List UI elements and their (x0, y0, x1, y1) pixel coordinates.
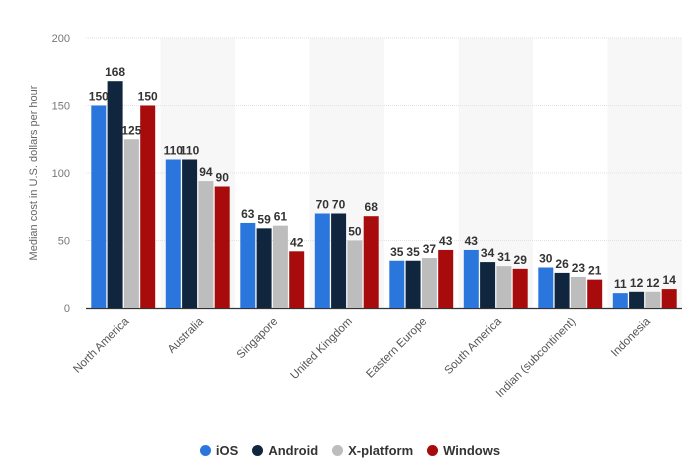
bar-x-platform-7[interactable] (645, 291, 661, 308)
data-label: 11 (614, 277, 627, 291)
bar-windows-0[interactable] (140, 105, 156, 309)
bar-android-0[interactable] (107, 81, 123, 308)
bar-x-platform-5[interactable] (496, 266, 512, 308)
bar-x-platform-2[interactable] (272, 225, 288, 308)
bar-windows-5[interactable] (512, 268, 528, 308)
data-label: 35 (406, 245, 420, 259)
x-tick-label: South America (442, 315, 504, 377)
data-label: 37 (423, 242, 437, 256)
data-label: 30 (539, 252, 553, 266)
data-label: 70 (332, 198, 346, 212)
data-label: 59 (257, 212, 271, 226)
bar-android-2[interactable] (256, 228, 272, 308)
legend-item-ios[interactable]: iOS (199, 443, 239, 458)
y-tick-label: 0 (64, 303, 70, 315)
y-tick-label: 200 (52, 33, 70, 45)
data-label: 42 (290, 235, 304, 249)
legend-dot-icon (332, 445, 344, 456)
x-tick-label: Singapore (235, 316, 281, 362)
bar-windows-7[interactable] (661, 289, 677, 308)
y-tick-label: 50 (58, 236, 70, 248)
x-tick-label: North America (71, 315, 131, 375)
data-label: 110 (164, 144, 184, 158)
bar-x-platform-6[interactable] (570, 276, 586, 308)
bar-android-5[interactable] (480, 262, 496, 308)
bar-ios-6[interactable] (538, 267, 554, 309)
bar-windows-2[interactable] (289, 251, 305, 308)
bar-android-7[interactable] (629, 291, 645, 308)
x-tick-label: Indonesia (609, 315, 653, 359)
bar-android-3[interactable] (331, 213, 347, 309)
bar-android-4[interactable] (405, 260, 421, 308)
data-label: 43 (465, 234, 479, 248)
legend-label: X-platform (348, 443, 414, 458)
data-label: 23 (572, 261, 586, 275)
legend-dot-icon (199, 445, 211, 456)
data-label: 26 (555, 257, 569, 271)
legend-item-x-platform[interactable]: X-platform (332, 443, 413, 458)
legend-item-android[interactable]: Android (252, 443, 318, 458)
data-label: 34 (481, 246, 495, 260)
bar-x-platform-3[interactable] (347, 240, 363, 309)
legend-label: iOS (215, 443, 239, 458)
bar-ios-7[interactable] (612, 293, 628, 308)
legend-label: Windows (443, 443, 501, 458)
bar-ios-4[interactable] (389, 260, 405, 308)
bar-x-platform-4[interactable] (421, 258, 437, 308)
bar-x-platform-0[interactable] (123, 139, 139, 308)
data-label: 35 (390, 245, 404, 259)
bar-android-1[interactable] (182, 159, 198, 309)
data-label: 63 (241, 207, 255, 221)
data-label: 14 (663, 273, 677, 287)
data-label: 168 (105, 65, 125, 79)
bar-android-6[interactable] (554, 272, 570, 308)
data-label: 94 (199, 165, 213, 179)
y-axis-label: Median cost in U.S. dollars per hour (28, 85, 40, 260)
data-label: 43 (439, 234, 453, 248)
data-label: 21 (588, 264, 602, 278)
data-label: 12 (646, 276, 660, 290)
data-label: 61 (274, 210, 288, 224)
bar-ios-1[interactable] (165, 159, 181, 309)
data-label: 70 (316, 198, 330, 212)
bar-windows-4[interactable] (438, 249, 454, 308)
x-tick-label: Australia (166, 315, 207, 356)
bar-windows-3[interactable] (363, 216, 379, 308)
data-label: 125 (121, 123, 141, 137)
bar-windows-6[interactable] (587, 279, 603, 308)
legend-dot-icon (427, 445, 439, 456)
x-tick-label: Eastern Europe (364, 316, 429, 381)
y-tick-label: 100 (52, 168, 70, 180)
data-label: 50 (348, 225, 362, 239)
x-tick-label: Indian (subcontinent) (494, 316, 579, 401)
data-label: 29 (514, 253, 528, 267)
bar-ios-3[interactable] (314, 213, 330, 309)
legend-label: Android (268, 443, 319, 458)
bar-x-platform-1[interactable] (198, 181, 214, 308)
data-label: 110 (180, 144, 200, 158)
legend: iOS Android X-platform Windows (0, 443, 700, 458)
data-label: 150 (89, 90, 109, 104)
x-tick-label: United Kingdom (289, 316, 355, 382)
bar-ios-2[interactable] (240, 222, 256, 308)
bar-ios-5[interactable] (463, 249, 479, 308)
legend-item-windows[interactable]: Windows (427, 443, 500, 458)
data-label: 12 (630, 276, 644, 290)
data-label: 68 (365, 200, 379, 214)
data-label: 90 (216, 171, 230, 185)
bar-windows-1[interactable] (214, 186, 230, 309)
bar-ios-0[interactable] (91, 105, 107, 309)
data-label: 150 (138, 90, 158, 104)
y-tick-label: 150 (52, 101, 70, 113)
data-label: 31 (497, 250, 511, 264)
legend-dot-icon (252, 445, 264, 456)
